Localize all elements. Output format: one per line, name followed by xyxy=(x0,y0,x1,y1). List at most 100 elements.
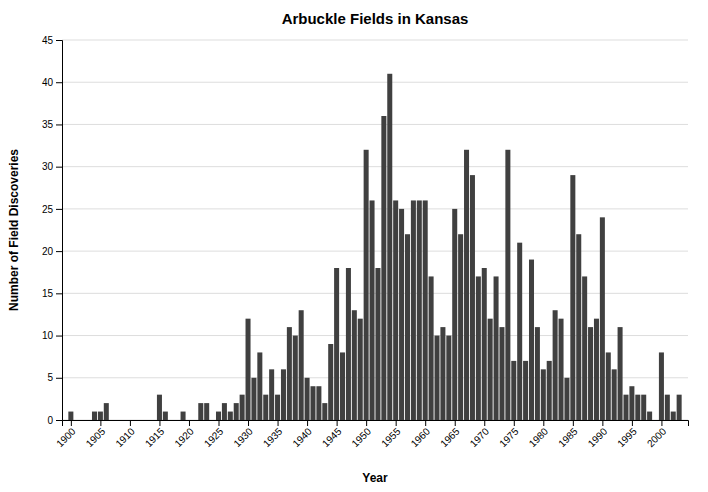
y-tick-mark xyxy=(56,40,62,41)
bar xyxy=(559,319,564,420)
bar xyxy=(328,344,333,420)
x-tick-mark xyxy=(455,420,456,426)
y-tick-label: 5 xyxy=(47,372,53,383)
y-tick-mark xyxy=(56,167,62,168)
bar xyxy=(275,395,280,420)
bar xyxy=(659,352,664,420)
x-tick-label: 1950 xyxy=(349,425,373,449)
bar xyxy=(74,420,79,421)
x-tick: 1940 xyxy=(290,420,314,449)
title: Arbuckle Fields in Kansas xyxy=(282,10,469,27)
y-tick: 25 xyxy=(42,204,62,215)
bar xyxy=(440,327,445,420)
bar xyxy=(570,175,575,420)
x-tick-label: 1915 xyxy=(143,425,167,449)
bar xyxy=(647,412,652,420)
x-tick-label: 1965 xyxy=(438,425,462,449)
x-tick-label: 1995 xyxy=(615,425,639,449)
x-tick: 1920 xyxy=(172,420,196,449)
bar xyxy=(151,420,156,421)
bar xyxy=(423,200,428,420)
bar xyxy=(110,420,115,421)
bar xyxy=(476,276,481,420)
x-tick: 1910 xyxy=(113,420,137,449)
bar xyxy=(316,386,321,420)
x-tick-mark xyxy=(159,420,160,426)
x-tick-mark xyxy=(100,420,101,426)
bar xyxy=(452,209,457,420)
x-tick: 1960 xyxy=(409,420,433,449)
bar xyxy=(417,200,422,420)
bar xyxy=(434,336,439,420)
bar xyxy=(246,319,251,420)
chart: 1900190519101915192019251930193519401945… xyxy=(0,0,708,492)
x-tick-label: 1990 xyxy=(586,425,610,449)
x-tick: 1955 xyxy=(379,420,403,449)
x-tick-label: 1940 xyxy=(290,425,314,449)
bar xyxy=(216,412,221,420)
bar xyxy=(92,412,97,420)
y-tick-label: 15 xyxy=(42,288,54,299)
bar xyxy=(370,200,375,420)
y-tick-mark xyxy=(56,420,62,421)
bar xyxy=(251,378,256,420)
x-tick-mark xyxy=(71,420,72,426)
y-tick-label: 40 xyxy=(42,77,54,88)
grid-line xyxy=(62,166,688,167)
y-tick-mark xyxy=(56,251,62,252)
bar xyxy=(240,395,245,420)
bar xyxy=(405,234,410,420)
y-tick-mark xyxy=(56,336,62,337)
y-tick-mark xyxy=(56,209,62,210)
x-tick-mark xyxy=(602,420,603,426)
grid-line xyxy=(62,124,688,125)
bar xyxy=(86,420,91,421)
bar xyxy=(488,319,493,420)
y-tick-mark xyxy=(56,124,62,125)
x-tick: 1975 xyxy=(497,420,521,449)
bar xyxy=(381,116,386,420)
grid-line xyxy=(62,82,688,83)
x-tick: 1900 xyxy=(54,420,78,449)
bar xyxy=(133,420,138,421)
bar xyxy=(175,420,180,421)
grid-line xyxy=(62,251,688,252)
x-tick: 1970 xyxy=(468,420,492,449)
bar xyxy=(104,403,109,420)
bar xyxy=(535,327,540,420)
x-tick-mark xyxy=(514,420,515,426)
x-tick-label: 1945 xyxy=(320,425,344,449)
bar xyxy=(671,412,676,420)
bar xyxy=(116,420,121,421)
bar xyxy=(222,403,227,420)
y-tick: 35 xyxy=(42,119,62,130)
y-tick-label: 0 xyxy=(47,415,53,426)
bar xyxy=(121,420,126,421)
x-tick-label: 1930 xyxy=(231,425,255,449)
bar xyxy=(334,268,339,420)
bar xyxy=(529,260,534,420)
y-tick: 30 xyxy=(42,161,62,172)
bar xyxy=(281,369,286,420)
bar xyxy=(139,420,144,421)
y-tick: 40 xyxy=(42,77,62,88)
bar xyxy=(80,420,85,421)
bar xyxy=(269,369,274,420)
bar xyxy=(98,412,103,420)
x-tick-mark xyxy=(366,420,367,426)
bar xyxy=(618,327,623,420)
x-tick-label: 1900 xyxy=(54,425,78,449)
x-tick: 1905 xyxy=(84,420,108,449)
bar xyxy=(411,200,416,420)
bar xyxy=(358,319,363,420)
bar xyxy=(346,268,351,420)
y-axis-title: Number of Field Discoveries xyxy=(7,149,21,311)
bar xyxy=(393,200,398,420)
y-tick: 20 xyxy=(42,246,62,257)
x-tick: 2000 xyxy=(645,420,669,449)
bar xyxy=(665,395,670,420)
bar xyxy=(169,420,174,421)
bar xyxy=(204,403,209,420)
x-tick: 1930 xyxy=(231,420,255,449)
x-tick: 1995 xyxy=(615,420,639,449)
